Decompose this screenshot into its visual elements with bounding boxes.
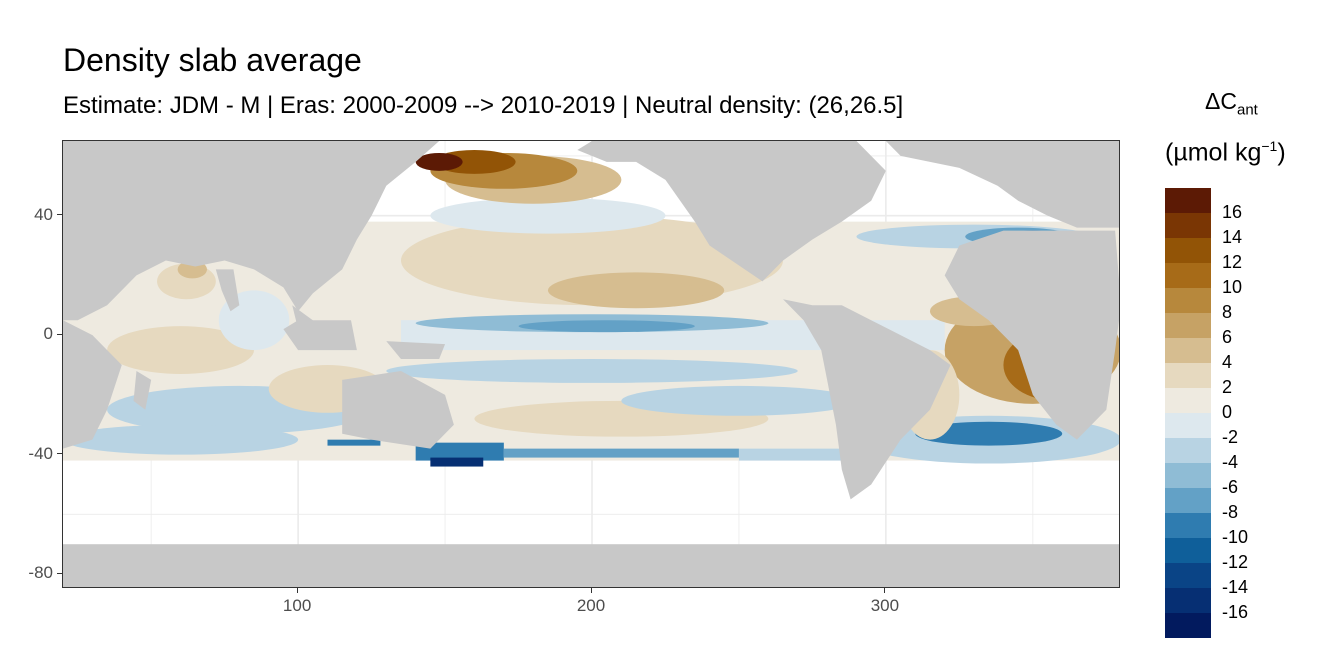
value-region xyxy=(738,448,857,461)
colorbar-swatch xyxy=(1165,613,1211,638)
colorbar-swatch xyxy=(1165,413,1211,438)
y-tick-mark xyxy=(57,333,62,335)
colorbar-swatch xyxy=(1165,363,1211,388)
colorbar-tick-label: -6 xyxy=(1222,477,1239,497)
y-tick-label: -40 xyxy=(28,443,53,463)
colorbar-swatch xyxy=(1165,313,1211,338)
colorbar-swatch xyxy=(1165,263,1211,288)
land-mass xyxy=(133,370,152,410)
value-region xyxy=(415,152,463,171)
colorbar-swatch xyxy=(1165,213,1211,238)
legend-title-main: ΔC xyxy=(1205,88,1237,114)
colorbar-tick-label: 14 xyxy=(1222,227,1243,247)
land-mass xyxy=(215,269,240,312)
heatmap-plot xyxy=(63,141,1119,587)
y-tick-mark xyxy=(57,214,62,216)
colorbar-swatch xyxy=(1165,188,1211,213)
value-region xyxy=(63,424,299,455)
land-region xyxy=(63,544,1119,587)
colorbar-tick-label: 8 xyxy=(1222,302,1233,322)
colorbar-swatch xyxy=(1165,463,1211,488)
value-region xyxy=(518,320,695,333)
colorbar xyxy=(1165,188,1211,638)
value-region xyxy=(107,326,255,374)
colorbar-swatch xyxy=(1165,513,1211,538)
colorbar-swatch xyxy=(1165,338,1211,363)
colorbar-swatch xyxy=(1165,538,1211,563)
value-region xyxy=(915,421,1063,446)
map-panel xyxy=(62,140,1120,588)
value-region xyxy=(503,448,739,458)
value-region xyxy=(386,359,798,383)
colorbar-swatch xyxy=(1165,488,1211,513)
land-mass xyxy=(783,299,951,500)
legend-title: ΔCant xyxy=(1205,88,1258,119)
colorbar-tick-label: 12 xyxy=(1222,252,1243,272)
colorbar-tick-label: 0 xyxy=(1222,402,1233,422)
y-tick-label: 40 xyxy=(34,204,53,224)
y-tick-mark xyxy=(57,453,62,455)
legend-unit-superscript: −1 xyxy=(1261,138,1278,154)
colorbar-tick-label: -16 xyxy=(1222,602,1249,622)
colorbar-swatch xyxy=(1165,238,1211,263)
land-mass xyxy=(577,141,886,282)
colorbar-swatch xyxy=(1165,438,1211,463)
legend-unit: (µmol kg−1) xyxy=(1165,138,1286,167)
land-mass xyxy=(63,320,122,449)
chart-title: Density slab average xyxy=(63,42,362,78)
value-region xyxy=(327,439,381,446)
land-mass xyxy=(63,141,440,321)
legend-unit-close: ) xyxy=(1277,138,1286,167)
value-region xyxy=(597,281,704,306)
x-tick-mark xyxy=(884,588,886,593)
x-tick-label: 200 xyxy=(576,596,606,615)
colorbar-swatch xyxy=(1165,288,1211,313)
value-region xyxy=(415,442,504,461)
land-mass xyxy=(342,370,454,449)
colorbar-tick-label: -4 xyxy=(1222,452,1239,472)
colorbar-swatch xyxy=(1165,563,1211,588)
colorbar-swatch xyxy=(1165,588,1211,613)
colorbar-swatch xyxy=(1165,388,1211,413)
value-region xyxy=(430,457,484,467)
colorbar-tick-label: -2 xyxy=(1222,427,1239,447)
colorbar-tick-label: 6 xyxy=(1222,327,1233,347)
land-mass xyxy=(944,230,1119,440)
colorbar-tick-label: -12 xyxy=(1222,552,1249,572)
x-tick-mark xyxy=(590,588,592,593)
y-tick-mark xyxy=(57,572,62,574)
land-mass xyxy=(386,341,446,360)
legend-unit-main: (µmol kg xyxy=(1165,138,1262,167)
colorbar-tick-label: -10 xyxy=(1222,527,1249,547)
value-region xyxy=(430,233,578,258)
colorbar-tick-label: 10 xyxy=(1222,277,1243,297)
x-tick-mark xyxy=(296,588,298,593)
value-region xyxy=(430,197,666,234)
y-tick-label: 0 xyxy=(43,324,53,344)
colorbar-tick-label: 2 xyxy=(1222,377,1233,397)
x-tick-label: 300 xyxy=(870,596,900,615)
land-mass xyxy=(283,320,357,351)
colorbar-tick-label: -14 xyxy=(1222,577,1249,597)
land-mass xyxy=(885,141,1119,228)
colorbar-tick-label: -8 xyxy=(1222,502,1239,522)
chart-subtitle: Estimate: JDM - M | Eras: 2000-2009 --> … xyxy=(63,92,904,119)
colorbar-tick-label: 4 xyxy=(1222,352,1233,372)
colorbar-tick-label: 16 xyxy=(1222,202,1243,222)
legend-title-subscript: ant xyxy=(1236,101,1258,119)
y-tick-label: -80 xyxy=(28,563,53,583)
x-tick-label: 100 xyxy=(282,596,312,615)
value-region xyxy=(621,385,857,416)
